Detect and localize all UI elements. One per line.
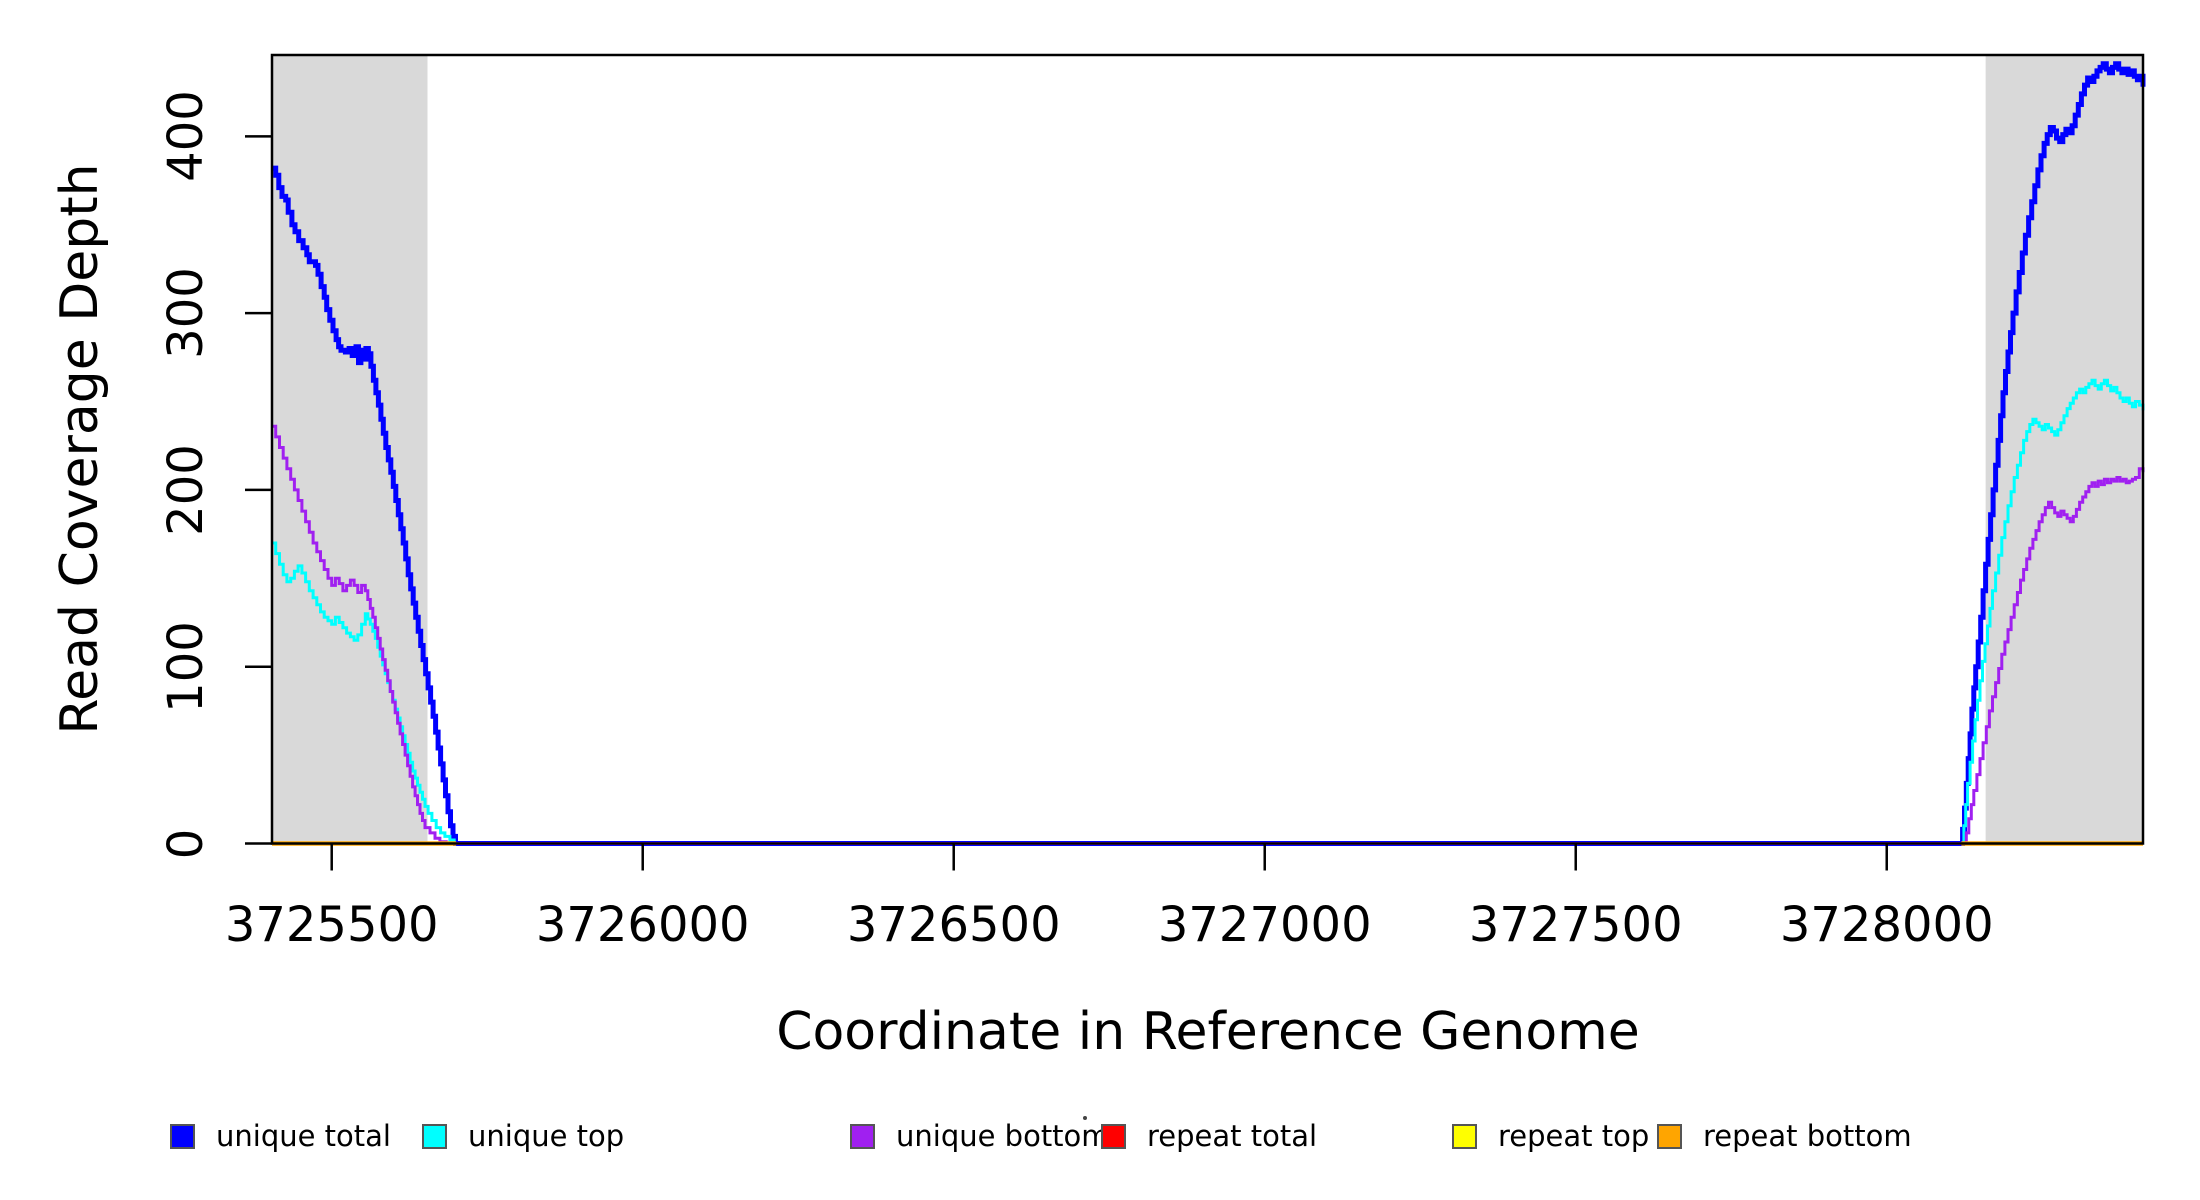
y-tick-label: 0	[158, 828, 214, 859]
x-axis-title: Coordinate in Reference Genome	[776, 1002, 1640, 1062]
stray-dot	[1083, 1116, 1087, 1120]
x-tick-label: 3728000	[1779, 897, 1994, 953]
series-unique-bottom-line	[272, 424, 2145, 845]
shaded-region-right	[1985, 55, 2143, 844]
y-tick-label: 100	[158, 620, 214, 713]
y-tick-label: 400	[158, 90, 214, 183]
x-tick-label: 3727500	[1468, 897, 1683, 953]
plot-border	[270, 53, 2145, 845]
shaded-region-left	[272, 55, 428, 844]
series-unique-total-line	[272, 61, 2146, 846]
y-tick-label: 200	[158, 444, 214, 536]
x-tick-label: 3725500	[224, 897, 439, 953]
y-axis-title: Read Coverage Depth	[50, 163, 110, 735]
y-tick-label: 300	[158, 267, 214, 359]
x-tick-label: 3726500	[846, 897, 1061, 953]
x-tick-label: 3727000	[1157, 897, 1372, 953]
x-tick-label: 3726000	[535, 897, 750, 953]
series-unique-top-line	[272, 378, 2145, 845]
